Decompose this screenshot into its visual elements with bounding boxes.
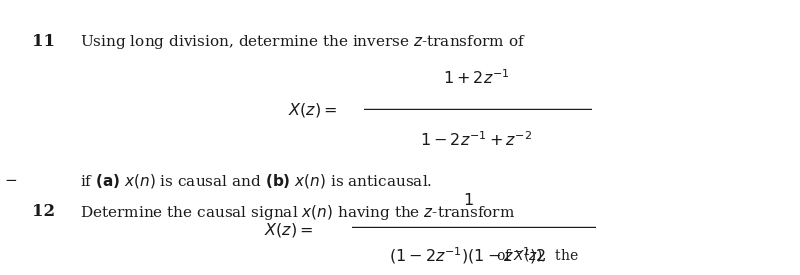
Text: of $X(z)$,  the: of $X(z)$, the [496,248,579,264]
Text: Determine the causal signal $x(n)$ having the $z$-transform: Determine the causal signal $x(n)$ havin… [80,204,515,222]
Text: Using long division, determine the inverse $z$-transform of: Using long division, determine the inver… [80,33,526,51]
Text: 12: 12 [32,204,55,221]
Text: 11: 11 [32,33,55,50]
Text: $X(z) =$: $X(z) =$ [288,101,338,119]
Text: $1 + 2z^{-1}$: $1 + 2z^{-1}$ [442,69,510,88]
Text: if $\mathbf{(a)}$ $x(n)$ is causal and $\mathbf{(b)}$ $x(n)$ is anticausal.: if $\mathbf{(a)}$ $x(n)$ is causal and $… [80,172,432,190]
Text: $-$: $-$ [4,172,17,186]
Text: $1 - 2z^{-1} + z^{-2}$: $1 - 2z^{-1} + z^{-2}$ [420,131,532,150]
Text: $(1 - 2z^{-1})(1 - z^{-1})2$: $(1 - 2z^{-1})(1 - z^{-1})2$ [390,245,546,266]
Text: $X(z) =$: $X(z) =$ [264,221,314,239]
Text: $1$: $1$ [462,192,474,209]
